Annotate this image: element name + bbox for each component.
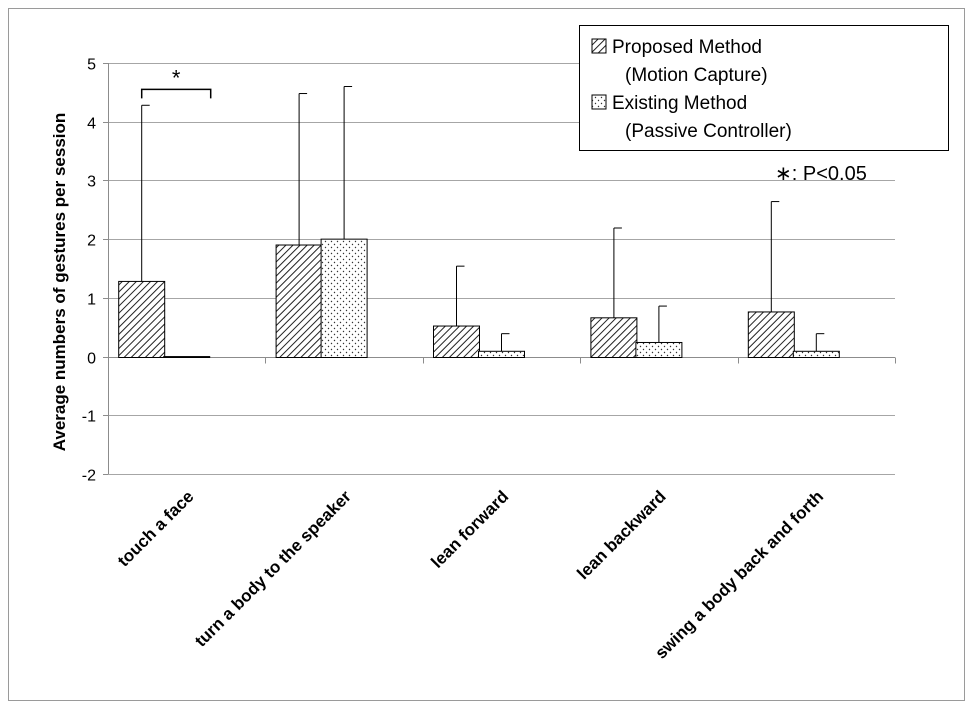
bar-existing-1 <box>320 238 368 358</box>
y-tick-label: -2 <box>82 468 96 485</box>
legend-box <box>579 25 949 151</box>
error-layer <box>141 85 825 352</box>
significance-bracket: * <box>140 65 212 99</box>
y-tick-label: -1 <box>82 409 96 426</box>
bar-proposed-4 <box>747 311 795 359</box>
significance-bracket-line <box>140 88 212 99</box>
bar-existing-3 <box>635 341 683 359</box>
bar-proposed-0 <box>118 280 166 358</box>
legend-label-proposed: Proposed Method <box>612 37 762 58</box>
significance-note: ∗: P<0.05 <box>775 163 867 185</box>
y-axis-title: Average numbers of gestures per session <box>50 113 69 452</box>
y-tick-label: 3 <box>87 174 96 191</box>
significance-asterisk: * <box>172 65 181 90</box>
legend-label-existing: Existing Method <box>612 93 747 114</box>
bar-proposed-2 <box>433 325 480 359</box>
legend: Proposed Method (Motion Capture) Existin… <box>579 25 949 151</box>
bar-existing-2 <box>478 350 525 358</box>
bar-existing-0 <box>163 356 211 359</box>
legend-label-existing-line2: (Passive Controller) <box>625 121 792 142</box>
y-tick-label: 5 <box>87 57 96 74</box>
y-tick-label: 2 <box>87 233 96 250</box>
y-tick-label: 4 <box>87 116 96 133</box>
y-tick-label: 0 <box>87 351 96 368</box>
legend-label-proposed-line2: (Motion Capture) <box>625 65 768 86</box>
y-tick-label: 1 <box>87 292 96 309</box>
legend-swatch-proposed <box>591 38 607 54</box>
legend-swatch-existing <box>591 94 607 110</box>
bar-proposed-3 <box>590 317 638 359</box>
bar-proposed-1 <box>275 244 323 358</box>
bar-existing-4 <box>792 350 840 358</box>
